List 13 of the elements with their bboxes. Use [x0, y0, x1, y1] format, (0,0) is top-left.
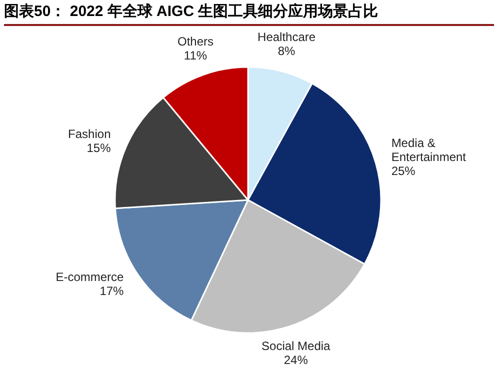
slice-label: Fashion — [68, 126, 111, 141]
data-label: 15% — [86, 140, 112, 155]
data-label: 24% — [284, 353, 308, 368]
slice-label: Healthcare — [258, 30, 316, 44]
data-label: 25% — [391, 164, 416, 178]
slice-label: E-commerce — [56, 270, 124, 284]
slice-label: Media & Entertainment — [391, 136, 467, 164]
slice-label: Others — [177, 34, 214, 49]
slice-label: Social Media — [262, 339, 331, 354]
chart-title: 图表50： 2022 年全球 AIGC 生图工具细分应用场景占比 — [4, 2, 494, 26]
data-label: 8% — [278, 44, 296, 58]
data-label: 11% — [184, 48, 208, 63]
data-label: 17% — [100, 284, 124, 298]
